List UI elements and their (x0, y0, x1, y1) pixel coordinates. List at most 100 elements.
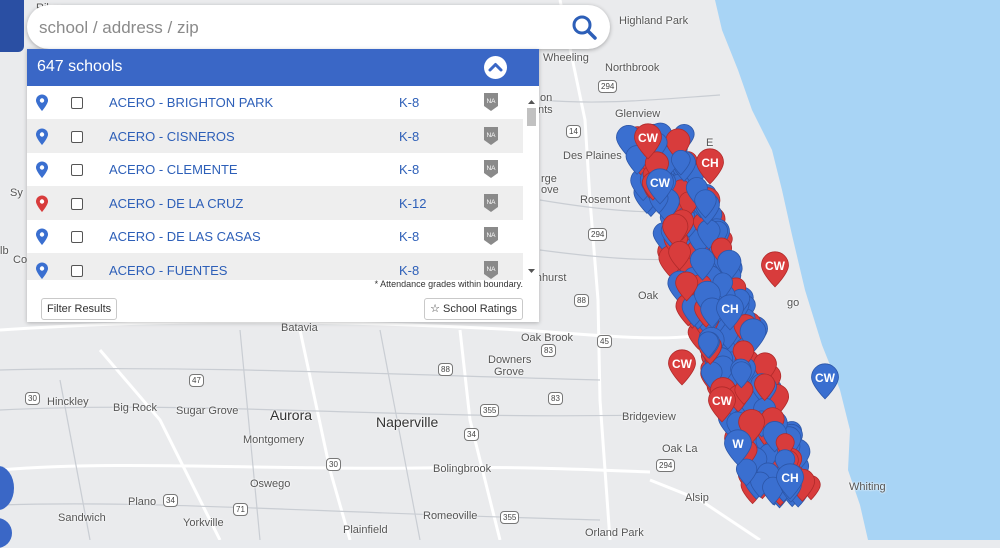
search-bar (27, 5, 610, 49)
school-name[interactable]: ACERO - FUENTES (109, 262, 228, 278)
school-name[interactable]: ACERO - DE LA CRUZ (109, 195, 244, 211)
highway-shield: 88 (574, 294, 589, 307)
place-label: Bridgeview (622, 411, 676, 423)
highway-shield: 30 (25, 392, 40, 405)
filter-results-label: Filter Results (47, 303, 112, 315)
scrollbar-thumb[interactable] (527, 108, 536, 126)
rating-text: NA (486, 266, 496, 273)
place-label: Big Rock (113, 402, 158, 414)
school-marker-label: CH (781, 471, 798, 485)
school-row[interactable]: ACERO - CLEMENTE K-8 NA (27, 153, 523, 187)
place-label: Bolingbrook (433, 463, 492, 475)
school-marker[interactable] (668, 241, 691, 271)
results-header: 647 schools (27, 49, 539, 86)
place-label: Sy (10, 187, 23, 199)
map-pin-icon (36, 228, 48, 245)
place-label: Northbrook (605, 62, 660, 74)
place-label: on (540, 92, 553, 104)
place-label: Grove (494, 366, 524, 378)
scroll-up-arrow-icon[interactable] (527, 98, 536, 106)
scrollbar[interactable] (527, 98, 536, 275)
school-name[interactable]: ACERO - BRIGHTON PARK (109, 95, 274, 110)
star-icon: ☆ (430, 303, 440, 315)
collapse-button[interactable] (484, 56, 507, 79)
school-marker[interactable] (697, 331, 719, 359)
school-marker[interactable] (754, 373, 776, 402)
place-label: Batavia (281, 322, 318, 334)
school-marker[interactable]: CW (646, 168, 674, 205)
school-list: ACERO - BRIGHTON PARK K-8 NA ACERO - CISNER… (27, 86, 523, 280)
school-marker[interactable]: CW (668, 349, 696, 386)
school-name[interactable]: ACERO - CISNEROS (109, 128, 235, 144)
school-marker-label: CW (712, 394, 733, 408)
place-label: lb (0, 245, 9, 257)
highway-shield: 30 (326, 458, 341, 471)
school-row[interactable]: ACERO - DE LAS CASAS K-8 NA (27, 220, 523, 254)
school-marker[interactable]: CW (634, 123, 662, 160)
school-marker[interactable]: CW (811, 363, 839, 400)
school-marker[interactable] (675, 271, 699, 302)
highway-shield: 355 (500, 511, 520, 524)
school-marker-label: CW (765, 259, 786, 273)
filter-results-button[interactable]: Filter Results (41, 298, 118, 320)
school-name[interactable]: ACERO - DE LAS CASAS (109, 229, 261, 244)
school-marker[interactable] (694, 189, 717, 219)
place-label: Co (13, 254, 28, 266)
school-grades: K-8 (399, 128, 420, 144)
school-marker[interactable] (731, 361, 752, 389)
school-marker[interactable] (670, 150, 691, 176)
school-checkbox[interactable] (71, 164, 83, 176)
highway-shield: 47 (189, 374, 204, 387)
school-row[interactable]: ACERO - CISNEROS K-8 NA (27, 119, 523, 153)
city-label: Naperville (376, 414, 439, 430)
school-ratings-button[interactable]: ☆ School Ratings (424, 298, 523, 320)
scroll-down-arrow-icon[interactable] (527, 267, 536, 275)
school-marker[interactable]: CW (708, 386, 736, 423)
school-marker[interactable]: CW (761, 251, 789, 288)
place-label: Orland Park (585, 527, 644, 539)
school-marker[interactable]: CH (696, 148, 724, 185)
school-checkbox[interactable] (71, 130, 83, 143)
school-checkbox[interactable] (71, 97, 83, 109)
place-label: Wheeling (543, 52, 589, 64)
highway-shield: 83 (548, 392, 563, 405)
place-label: Downers (488, 354, 532, 366)
search-icon (572, 15, 597, 40)
highway-shield: 355 (480, 404, 500, 417)
results-panel: 647 schools ACERO - BRIGHTON PARK K-8 NA AC… (27, 49, 539, 322)
place-label: Oak Brook (521, 332, 573, 344)
school-row[interactable]: ACERO - BRIGHTON PARK K-8 NA (27, 86, 523, 120)
highway-shield: 294 (598, 80, 618, 93)
school-count: 647 schools (37, 58, 123, 75)
search-input[interactable] (37, 14, 541, 42)
school-marker[interactable]: CH (716, 294, 744, 331)
school-marker[interactable]: W (724, 429, 752, 466)
school-row[interactable]: ACERO - DE LA CRUZ K-12 NA (27, 186, 523, 220)
rating-badge-icon: NA (484, 193, 498, 212)
map-pin-icon (36, 128, 48, 145)
search-button[interactable] (570, 13, 598, 41)
place-label: Rosemont (580, 194, 631, 206)
rating-text: NA (486, 165, 496, 172)
school-marker[interactable] (735, 458, 758, 487)
highway-shield: 294 (588, 228, 608, 241)
school-marker[interactable] (689, 247, 716, 281)
school-marker-label: CW (815, 371, 836, 385)
school-checkbox[interactable] (71, 197, 83, 210)
school-marker-label: CW (650, 176, 671, 190)
school-marker[interactable] (662, 213, 689, 248)
place-label: Sugar Grove (176, 405, 239, 417)
school-grades: K-8 (399, 262, 420, 278)
school-marker[interactable]: CH (776, 463, 804, 500)
school-row[interactable]: ACERO - FUENTES K-8 NA (27, 253, 523, 280)
rating-text: NA (486, 199, 496, 206)
side-button[interactable] (0, 466, 14, 510)
place-label: Plainfield (343, 524, 388, 536)
place-label: Plano (128, 496, 157, 508)
school-name[interactable]: ACERO - CLEMENTE (109, 162, 238, 177)
school-checkbox[interactable] (71, 264, 83, 277)
place-label: Des Plaines (563, 150, 622, 162)
place-label: Whiting (849, 481, 886, 493)
rating-badge-icon: NA (484, 227, 498, 245)
school-checkbox[interactable] (71, 231, 83, 243)
